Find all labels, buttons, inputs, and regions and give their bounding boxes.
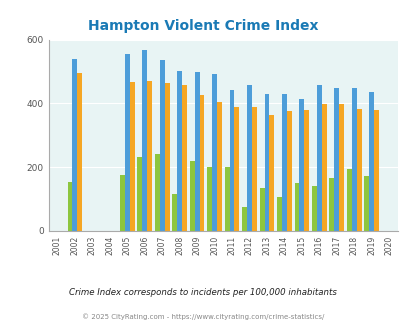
Bar bbox=[147, 82, 152, 231]
Bar bbox=[269, 115, 274, 231]
Bar bbox=[316, 85, 321, 231]
Bar bbox=[241, 207, 246, 231]
Bar bbox=[67, 182, 72, 231]
Bar bbox=[363, 176, 368, 231]
Bar bbox=[281, 94, 286, 231]
Bar bbox=[172, 194, 177, 231]
Bar bbox=[119, 175, 124, 231]
Text: Crime Index corresponds to incidents per 100,000 inhabitants: Crime Index corresponds to incidents per… bbox=[69, 288, 336, 297]
Bar bbox=[356, 110, 361, 231]
Bar bbox=[259, 188, 264, 231]
Bar bbox=[252, 107, 256, 231]
Bar bbox=[351, 88, 356, 231]
Bar bbox=[217, 102, 222, 231]
Bar bbox=[182, 85, 187, 231]
Bar bbox=[177, 71, 182, 231]
Bar bbox=[311, 186, 316, 231]
Bar bbox=[298, 99, 304, 231]
Bar bbox=[194, 72, 199, 231]
Bar bbox=[304, 110, 309, 231]
Bar bbox=[339, 104, 343, 231]
Bar bbox=[229, 90, 234, 231]
Bar bbox=[130, 82, 134, 231]
Bar bbox=[72, 59, 77, 231]
Bar bbox=[286, 112, 291, 231]
Bar bbox=[368, 92, 373, 231]
Bar bbox=[124, 54, 130, 231]
Text: © 2025 CityRating.com - https://www.cityrating.com/crime-statistics/: © 2025 CityRating.com - https://www.city… bbox=[82, 314, 323, 320]
Bar bbox=[159, 60, 164, 231]
Bar bbox=[189, 161, 194, 231]
Bar bbox=[199, 95, 204, 231]
Bar bbox=[264, 94, 269, 231]
Bar bbox=[276, 197, 281, 231]
Bar bbox=[207, 167, 211, 231]
Bar bbox=[154, 154, 159, 231]
Bar bbox=[234, 107, 239, 231]
Text: Hampton Violent Crime Index: Hampton Violent Crime Index bbox=[87, 19, 318, 33]
Bar bbox=[346, 169, 351, 231]
Bar bbox=[211, 74, 217, 231]
Bar bbox=[77, 73, 82, 231]
Bar bbox=[224, 167, 229, 231]
Bar bbox=[321, 104, 326, 231]
Bar bbox=[294, 183, 298, 231]
Bar bbox=[373, 110, 378, 231]
Bar bbox=[333, 88, 339, 231]
Bar bbox=[137, 157, 142, 231]
Bar bbox=[328, 178, 333, 231]
Bar bbox=[164, 83, 169, 231]
Bar bbox=[142, 50, 147, 231]
Bar bbox=[246, 85, 252, 231]
